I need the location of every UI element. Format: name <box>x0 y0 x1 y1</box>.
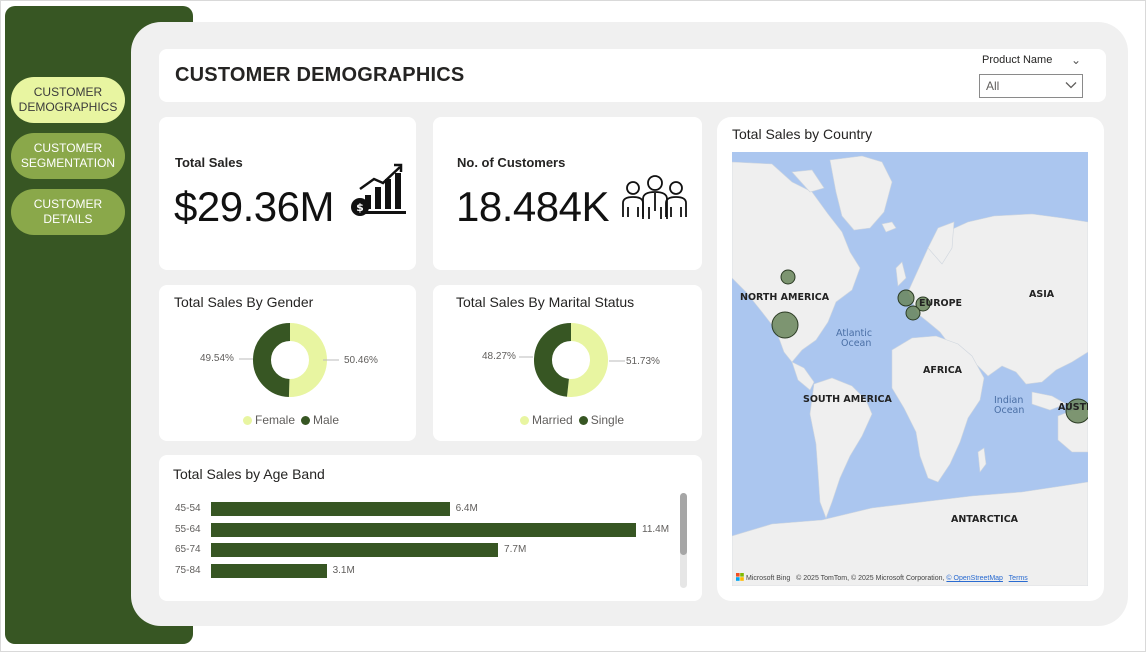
marital-legend: Married Single <box>520 413 624 427</box>
product-name-slicer[interactable]: All <box>979 74 1083 98</box>
nav-label-line2: DETAILS <box>43 212 93 226</box>
gender-slice-female[interactable] <box>288 323 327 397</box>
map-label-indian: Indian <box>994 395 1023 406</box>
page-title: CUSTOMER DEMOGRAPHICS <box>175 64 465 86</box>
legend-item-married[interactable]: Married <box>520 413 573 427</box>
nav-label-line2: DEMOGRAPHICS <box>18 100 118 114</box>
age-band-title: Total Sales by Age Band <box>173 466 325 482</box>
customers-value: 18.484K <box>456 183 609 230</box>
legend-item-single[interactable]: Single <box>578 413 624 427</box>
bubble-france[interactable] <box>905 305 921 321</box>
age-band-bar-75-84[interactable] <box>211 563 327 578</box>
age-band-scrollbar[interactable] <box>680 493 687 588</box>
marital-title: Total Sales By Marital Status <box>456 294 635 310</box>
microsoft-logo-icon <box>736 573 744 581</box>
growth-chart-icon: $ <box>351 163 406 216</box>
customers-title: No. of Customers <box>457 155 566 170</box>
marital-slice-single[interactable] <box>534 323 572 397</box>
gender-slice-male[interactable] <box>253 323 291 397</box>
slicer-value: All <box>986 79 1000 93</box>
map-brand: Microsoft Bing <box>745 575 791 582</box>
gender-left-pct-label: 49.54% <box>200 353 234 364</box>
world-map[interactable]: NORTH AMERICA EUROPE ASIA Atlantic Ocean… <box>732 152 1088 586</box>
map-label-atlantic: Atlantic <box>836 328 872 339</box>
slicer-label: Product Name <box>982 54 1053 66</box>
gender-title: Total Sales By Gender <box>174 294 314 310</box>
age-band-card: Total Sales by Age Band 45-54 6.4M 55-64 11… <box>159 455 702 601</box>
age-band-axis-label: 55-64 <box>175 523 201 535</box>
bubble-united-kingdom[interactable] <box>897 289 915 307</box>
bubble-united-states[interactable] <box>771 311 799 339</box>
gender-leader-lines <box>239 358 339 361</box>
nav-label-line1: CUSTOMER <box>33 141 103 155</box>
map-label-ocean-atlantic: Ocean <box>841 338 871 349</box>
svg-text:$: $ <box>356 201 364 214</box>
gender-right-pct-label: 50.46% <box>344 355 378 366</box>
map-label-antarctica: ANTARCTICA <box>951 514 1019 525</box>
bubble-australia[interactable] <box>1065 398 1088 424</box>
age-band-axis-label: 75-84 <box>175 564 201 576</box>
nav-customer-segmentation-button[interactable]: CUSTOMER SEGMENTATION <box>11 133 125 179</box>
legend-item-female[interactable]: Female <box>243 413 295 427</box>
gender-donut-chart[interactable] <box>253 323 327 397</box>
map-label-europe: EUROPE <box>919 298 962 309</box>
age-band-data-label: 3.1M <box>332 564 355 576</box>
nav-customer-demographics-button[interactable]: CUSTOMER DEMOGRAPHICS <box>11 77 125 123</box>
map-label-ocean-indian: Ocean <box>994 405 1024 416</box>
marital-card: Total Sales By Marital Status 48.27% 51.… <box>433 285 702 441</box>
customers-card: No. of Customers 18.484K <box>433 117 702 270</box>
map-label-north-america: NORTH AMERICA <box>740 292 830 303</box>
scrollbar-thumb[interactable] <box>680 493 687 555</box>
age-band-bar-45-54[interactable] <box>211 502 450 516</box>
map-title: Total Sales by Country <box>732 126 873 142</box>
chevron-down-icon[interactable]: ⌄ <box>1071 53 1082 67</box>
marital-leader-lines <box>519 356 625 362</box>
map-label-australia: AUSTR <box>1058 402 1088 413</box>
terms-link[interactable]: Terms <box>1008 575 1028 582</box>
map-copyright: © 2025 TomTom, © 2025 Microsoft Corporat… <box>796 575 947 582</box>
age-band-data-label: 7.7M <box>504 544 527 555</box>
nav-customer-details-button[interactable]: CUSTOMER DETAILS <box>11 189 125 235</box>
openstreetmap-link[interactable]: © OpenStreetMap <box>946 575 1003 582</box>
age-band-bar-65-74[interactable] <box>211 543 499 557</box>
nav-label-line2: SEGMENTATION <box>20 156 116 170</box>
marital-left-pct-label: 48.27% <box>482 351 516 362</box>
marital-donut-chart[interactable] <box>534 323 608 397</box>
age-band-axis-label: 45-54 <box>175 503 201 514</box>
age-band-data-label: 6.4M <box>455 503 478 514</box>
map-card: Total Sales by Country <box>717 117 1104 601</box>
people-group-icon <box>622 175 687 219</box>
gender-card: Total Sales By Gender 49.54% 50.46% Fema… <box>159 285 416 441</box>
map-canvas[interactable]: NORTH AMERICA EUROPE ASIA Atlantic Ocean… <box>732 152 1088 586</box>
bubble-germany[interactable] <box>915 296 931 312</box>
marital-slice-married[interactable] <box>567 323 608 397</box>
nav-label-line1: CUSTOMER <box>33 85 103 99</box>
map-attribution: Microsoft Bing © 2025 TomTom, © 2025 Mic… <box>736 573 1028 582</box>
age-band-bar-55-64[interactable] <box>211 522 636 537</box>
map-label-asia: ASIA <box>1029 289 1055 300</box>
total-sales-title: Total Sales <box>175 155 243 170</box>
nav-label-line1: CUSTOMER <box>33 197 103 211</box>
gender-legend: Female Male <box>243 413 339 427</box>
legend-item-male[interactable]: Male <box>301 413 339 427</box>
age-band-data-label: 11.4M <box>642 523 670 535</box>
map-label-south-america: SOUTH AMERICA <box>803 394 892 405</box>
map-label-africa: AFRICA <box>923 365 963 376</box>
total-sales-value: $29.36M <box>174 183 334 230</box>
dropdown-arrow-icon[interactable] <box>1064 78 1078 92</box>
header-card: CUSTOMER DEMOGRAPHICS Product Name ⌄ All <box>159 49 1106 102</box>
age-band-axis-label: 65-74 <box>175 544 201 555</box>
marital-right-pct-label: 51.73% <box>626 356 660 367</box>
bubble-canada[interactable] <box>780 269 796 285</box>
total-sales-card: Total Sales $29.36M $ <box>159 117 416 270</box>
